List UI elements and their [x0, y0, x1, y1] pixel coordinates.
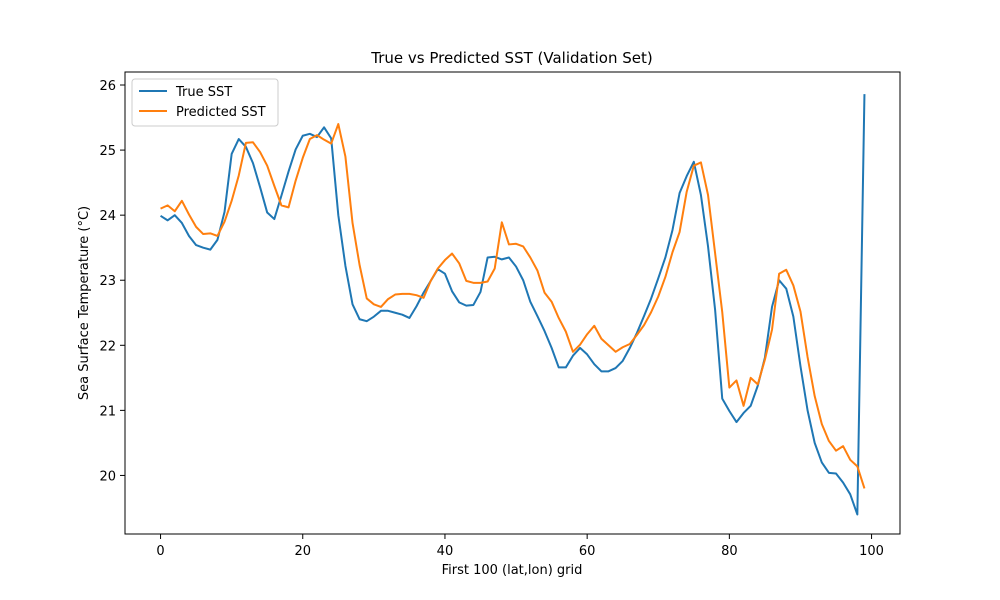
y-axis: 20 21 22 23 24 25 26 — [99, 79, 125, 484]
x-tick-label: 0 — [156, 544, 164, 559]
y-tick-label: 21 — [99, 404, 116, 419]
x-tick-label: 40 — [437, 544, 454, 559]
plot-area-frame — [124, 71, 901, 535]
y-tick-label: 23 — [99, 274, 116, 289]
x-tick-label: 20 — [294, 544, 311, 559]
x-axis-label: First 100 (lat,lon) grid — [442, 563, 583, 578]
series-line-true-sst — [160, 94, 866, 516]
x-tick-label: 80 — [721, 544, 738, 559]
x-axis: 0 20 40 60 80 100 — [156, 534, 884, 559]
legend-label-true-sst: True SST — [175, 85, 232, 100]
y-tick-label: 24 — [99, 209, 116, 224]
legend-box — [131, 78, 279, 127]
series-layer — [160, 94, 866, 516]
chart-title: True vs Predicted SST (Validation Set) — [370, 49, 652, 67]
y-tick-label: 20 — [99, 469, 116, 484]
y-tick-label: 22 — [99, 339, 116, 354]
series-line-predicted-sst — [160, 123, 866, 489]
legend: True SST Predicted SST — [131, 78, 279, 127]
y-tick-label: 25 — [99, 144, 116, 159]
y-tick-label: 26 — [99, 79, 116, 94]
x-tick-label: 60 — [579, 544, 596, 559]
legend-label-predicted-sst: Predicted SST — [176, 105, 266, 120]
y-axis-label: Sea Surface Temperature (°C) — [77, 206, 92, 400]
x-tick-label: 100 — [859, 544, 884, 559]
